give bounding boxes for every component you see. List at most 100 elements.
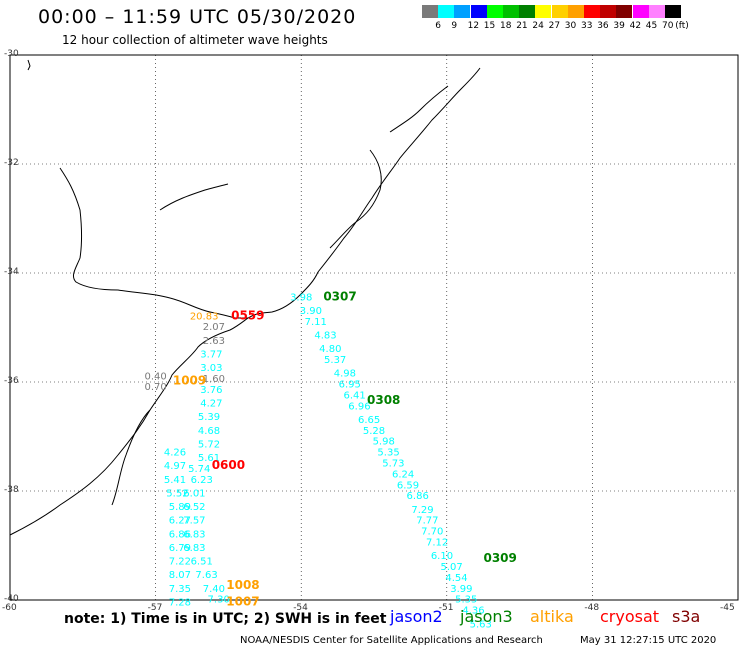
wave-height-label: 2.63 [203,336,225,347]
legend-swatch [551,5,568,18]
lat-label: -36 [4,376,19,386]
legend-tick-label: 36 [597,21,609,31]
wave-height-label: 3.77 [200,349,222,360]
pass-time-label: 1008 [226,578,259,592]
legend-tick-label: 45 [645,21,658,31]
wave-height-label: 1.60 [203,374,225,385]
legend-swatch [632,5,649,18]
wave-height-label: 7.77 [416,516,438,527]
pass-time-label: 0307 [323,289,356,303]
map-subtitle: 12 hour collection of altimeter wave hei… [62,33,328,47]
wave-height-label: 20.83 [190,311,219,322]
satellite-s3a: s3a [672,607,701,626]
wave-height-label: 5.98 [373,437,395,448]
wave-height-label: 7.63 [195,570,217,581]
wave-height-label: 6.01 [183,488,205,499]
wave-height-label: 3.03 [200,363,222,374]
lat-label: -34 [4,267,19,277]
wave-height-label: 6.83 [183,529,205,540]
wave-height-label: 6.96 [348,401,370,412]
wave-height-label: 4.54 [445,573,467,584]
wave-height-label: 3.98 [290,292,312,303]
map-title: 00:00 – 11:59 UTC 05/30/2020 [38,6,357,28]
wave-height-label: 0.40 [144,371,166,382]
lon-label: -54 [293,603,308,613]
lat-lon-grid [10,55,738,600]
wave-height-label: 4.68 [198,426,220,437]
wave-height-label: 7.35 [169,584,191,595]
wave-height-label: 3.90 [300,306,322,317]
lat-label: -38 [4,485,19,495]
legend-swatch [665,5,681,18]
legend-tick-label: 12 [467,21,480,31]
legend-swatch [567,5,584,18]
legend-swatch [438,5,455,18]
note-text: note: 1) Time is in UTC; 2) SWH is in fe… [64,611,387,627]
lon-label: -45 [720,603,735,613]
wave-height-label: 5.63 [470,619,492,630]
pass-time-label: 0600 [212,458,245,472]
wave-height-label: 5.61 [198,453,220,464]
legend-swatch [503,5,519,18]
wave-height-label: 5.39 [198,412,220,423]
wave-height-label: 6.95 [339,379,361,390]
wave-height-label: 4.83 [314,330,336,341]
wave-height-label: 3.99 [450,584,472,595]
pass-time-label: 0308 [367,393,400,407]
legend-swatch [600,5,617,18]
wave-height-label: 6.59 [397,480,419,491]
wave-height-label: 6.79 [169,543,191,554]
wave-height-label: 0.70 [144,382,166,393]
wave-height-label: 3.76 [200,385,222,396]
footer-timestamp: May 31 12:27:15 UTC 2020 [580,635,717,646]
legend-tick-label: 21 [516,21,528,31]
wave-height-label: 5.41 [164,475,186,486]
wave-height-label: 6.41 [343,390,365,401]
legend-swatch [519,5,536,18]
legend-tick-label: 6 [435,21,441,31]
legend-tick-label: 30 [564,21,577,31]
wave-height-label: 6.27 [169,516,191,527]
legend-tick-label: 70 [662,21,674,31]
legend-tick-label: 33 [581,21,593,31]
legend-swatch [454,5,471,18]
wave-height-label: 6.10 [431,551,453,562]
satellite-jason2: jason2 [390,607,443,626]
wave-height-label: 7.11 [305,317,327,328]
wave-height-label: 5.28 [363,426,385,437]
wave-height-label: 4.98 [334,369,356,380]
lon-label: -51 [438,603,454,613]
legend-tick-label: 15 [483,21,496,31]
lat-label: -30 [4,49,19,59]
wave-height-label: 7.70 [421,527,443,538]
wave-height-label: 5.72 [198,439,220,450]
wave-height-label: 4.97 [164,461,186,472]
wave-height-label: 6.51 [191,557,213,568]
wave-height-label: 6.65 [358,415,380,426]
satellite-jason3: jason3 [460,607,513,626]
wave-height-label: 7.57 [183,516,205,527]
pass-time-label: 1007 [226,594,259,608]
wave-height-label: 4.36 [462,606,484,617]
legend-swatch [616,5,633,18]
legend-tick-label: 18 [500,21,512,31]
legend-swatch [486,5,503,18]
satellite-altika: altika [530,607,574,626]
wave-height-label: 7.29 [411,505,433,516]
legend-tick-label: 24 [532,21,544,31]
wave-height-label: 5.52 [166,488,188,499]
lon-label: -48 [584,603,600,613]
wave-height-label: 7.40 [203,584,225,595]
wave-height-label: 5.74 [188,464,210,475]
satellite-cryosat: cryosat [600,607,660,626]
wave-height-label: 6.24 [392,469,414,480]
wave-height-label: 4.80 [319,344,341,355]
lon-label: -60 [2,603,17,613]
wave-height-label: 7.12 [426,538,448,549]
wave-height-label: 5.07 [441,562,463,573]
wave-height-label: 8.07 [169,570,191,581]
wave-height-label: 7.30 [208,595,230,606]
wave-height-label: 4.26 [164,448,186,459]
legend-tick-label: 39 [613,21,625,31]
wave-height-label: 6.23 [191,475,213,486]
